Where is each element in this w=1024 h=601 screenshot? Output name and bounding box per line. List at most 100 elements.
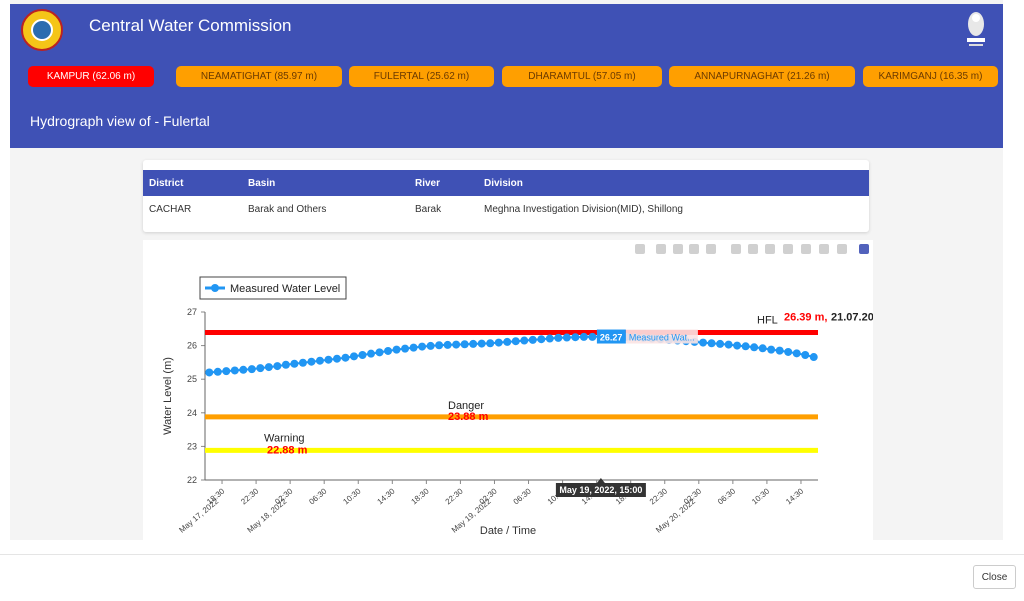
hover-trace-label: Measured Wat... bbox=[629, 333, 695, 343]
spike-icon[interactable] bbox=[801, 244, 811, 254]
water-level-point[interactable] bbox=[239, 365, 248, 374]
water-level-point[interactable] bbox=[452, 340, 461, 349]
hover-value-box bbox=[596, 329, 626, 344]
water-level-point[interactable] bbox=[503, 337, 512, 346]
modal-footer: Close bbox=[0, 554, 1024, 600]
water-level-point[interactable] bbox=[571, 333, 580, 342]
legend-label[interactable]: Measured Water Level bbox=[230, 283, 340, 295]
hover-compare-icon[interactable] bbox=[837, 244, 847, 254]
water-level-point[interactable] bbox=[375, 348, 384, 357]
water-level-point[interactable] bbox=[315, 356, 324, 365]
water-level-point[interactable] bbox=[469, 339, 478, 348]
autoscale-icon-shape bbox=[765, 244, 775, 254]
water-level-point[interactable] bbox=[537, 335, 546, 344]
water-level-point[interactable] bbox=[707, 339, 716, 348]
water-level-point[interactable] bbox=[435, 341, 444, 350]
hover-x-box bbox=[555, 483, 646, 497]
water-level-point[interactable] bbox=[426, 341, 435, 350]
tab-station-annapurnaghat[interactable]: ANNAPURNAGHAT (21.26 m) bbox=[669, 66, 855, 87]
x-tick-date-label: May 20, 2022 bbox=[654, 496, 697, 534]
water-level-point[interactable] bbox=[792, 349, 801, 358]
water-level-point[interactable] bbox=[554, 333, 563, 342]
water-level-point[interactable] bbox=[213, 367, 222, 376]
water-level-point[interactable] bbox=[298, 358, 307, 367]
water-level-point[interactable] bbox=[392, 345, 401, 354]
reset-icon[interactable] bbox=[783, 244, 793, 254]
danger-label: Danger bbox=[448, 400, 484, 412]
hover-closest-icon-shape bbox=[819, 244, 829, 254]
tab-station-karimganj[interactable]: KARIMGANJ (16.35 m) bbox=[863, 66, 998, 87]
water-level-point[interactable] bbox=[384, 346, 393, 355]
warning-label: Warning bbox=[264, 432, 305, 444]
lasso-icon[interactable] bbox=[706, 244, 716, 254]
water-level-point[interactable] bbox=[247, 365, 256, 374]
water-level-point[interactable] bbox=[579, 332, 588, 341]
water-level-point[interactable] bbox=[758, 344, 767, 353]
water-level-point[interactable] bbox=[230, 366, 239, 375]
x-tick-label: 22:30 bbox=[239, 486, 261, 506]
autoscale-icon[interactable] bbox=[765, 244, 775, 254]
water-level-point[interactable] bbox=[528, 335, 537, 344]
water-level-point[interactable] bbox=[588, 332, 597, 341]
plot-modebar bbox=[635, 244, 869, 254]
water-level-point[interactable] bbox=[332, 354, 341, 363]
zoom-icon[interactable] bbox=[656, 244, 666, 254]
water-level-point[interactable] bbox=[358, 351, 367, 360]
water-level-point[interactable] bbox=[477, 339, 486, 348]
water-level-point[interactable] bbox=[784, 347, 793, 356]
zoom-in-icon[interactable] bbox=[731, 244, 741, 254]
cell-division: Meghna Investigation Division(MID), Shil… bbox=[484, 204, 683, 215]
x-tick-label: 10:30 bbox=[750, 486, 772, 506]
water-level-point[interactable] bbox=[733, 341, 742, 350]
water-level-point[interactable] bbox=[273, 362, 282, 371]
national-emblem-icon bbox=[967, 12, 985, 46]
water-level-point[interactable] bbox=[205, 368, 214, 377]
water-level-point[interactable] bbox=[281, 360, 290, 369]
x-tick-label: 14:30 bbox=[375, 486, 397, 506]
close-button[interactable]: Close bbox=[973, 565, 1016, 589]
water-level-point[interactable] bbox=[801, 351, 810, 360]
water-level-point[interactable] bbox=[741, 342, 750, 351]
water-level-point[interactable] bbox=[290, 359, 299, 368]
water-level-point[interactable] bbox=[443, 340, 452, 349]
tab-station-kampur[interactable]: KAMPUR (62.06 m) bbox=[28, 66, 154, 87]
zoom-in-icon-shape bbox=[731, 244, 741, 254]
water-level-point[interactable] bbox=[699, 338, 708, 347]
water-level-point[interactable] bbox=[809, 353, 818, 362]
tab-station-fulertal[interactable]: FULERTAL (25.62 m) bbox=[349, 66, 494, 87]
hfl-label: HFL bbox=[757, 314, 778, 326]
tab-station-neamatighat[interactable]: NEAMATIGHAT (85.97 m) bbox=[176, 66, 342, 87]
water-level-point[interactable] bbox=[520, 336, 529, 345]
water-level-point[interactable] bbox=[562, 333, 571, 342]
hover-closest-icon[interactable] bbox=[819, 244, 829, 254]
water-level-point[interactable] bbox=[256, 364, 265, 373]
water-level-point[interactable] bbox=[460, 340, 469, 349]
water-level-point[interactable] bbox=[494, 338, 503, 347]
water-level-point[interactable] bbox=[545, 334, 554, 343]
camera-icon[interactable] bbox=[635, 244, 645, 254]
water-level-point[interactable] bbox=[418, 342, 427, 351]
water-level-point[interactable] bbox=[401, 344, 410, 353]
water-level-point[interactable] bbox=[775, 346, 784, 355]
water-level-point[interactable] bbox=[264, 363, 273, 372]
water-level-point[interactable] bbox=[367, 349, 376, 358]
water-level-point[interactable] bbox=[341, 353, 350, 362]
zoom-out-icon[interactable] bbox=[748, 244, 758, 254]
water-level-point[interactable] bbox=[486, 339, 495, 348]
plotly-logo-icon[interactable] bbox=[859, 244, 869, 254]
water-level-point[interactable] bbox=[767, 345, 776, 354]
water-level-point[interactable] bbox=[409, 343, 418, 352]
pan-icon[interactable] bbox=[673, 244, 683, 254]
water-level-point[interactable] bbox=[724, 340, 733, 349]
water-level-point[interactable] bbox=[349, 352, 358, 361]
box-select-icon[interactable] bbox=[689, 244, 699, 254]
water-level-point[interactable] bbox=[750, 343, 759, 352]
water-level-point[interactable] bbox=[511, 337, 520, 346]
x-tick-label: 06:30 bbox=[307, 486, 329, 506]
cell-district: CACHAR bbox=[149, 204, 192, 215]
water-level-point[interactable] bbox=[716, 339, 725, 348]
water-level-point[interactable] bbox=[324, 355, 333, 364]
water-level-point[interactable] bbox=[222, 367, 231, 376]
tab-station-dharamtul[interactable]: DHARAMTUL (57.05 m) bbox=[502, 66, 662, 87]
water-level-point[interactable] bbox=[307, 357, 316, 366]
